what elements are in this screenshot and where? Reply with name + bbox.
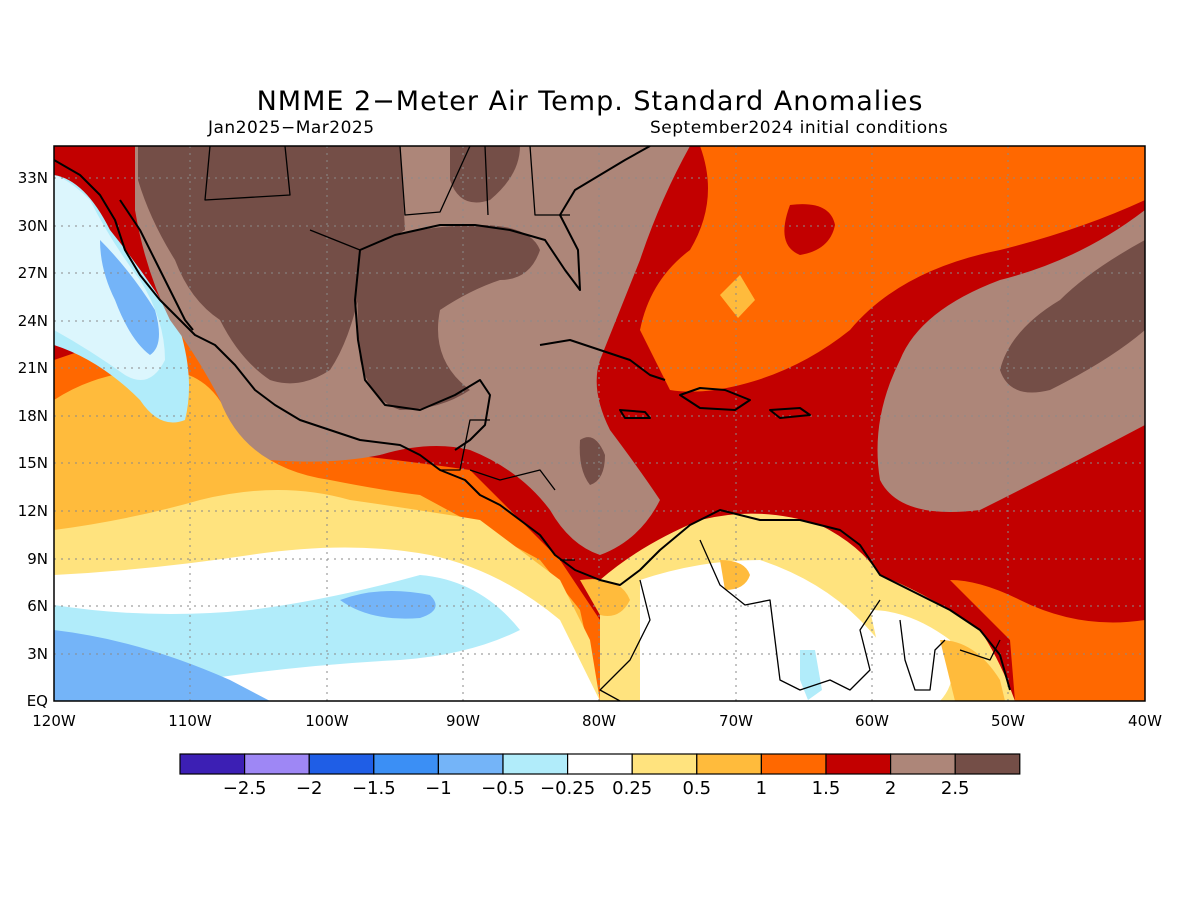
lon-tick: 100W xyxy=(305,712,349,730)
colorbar-label: −2 xyxy=(296,778,323,799)
lon-tick: 110W xyxy=(168,712,212,730)
lat-tick: 21N xyxy=(18,359,48,377)
colorbar-swatch xyxy=(179,753,246,775)
colorbar-swatch xyxy=(437,753,504,775)
colorbar-label: 2.5 xyxy=(941,778,970,799)
coastlines xyxy=(54,146,1011,701)
colorbar-label: 0.5 xyxy=(682,778,711,799)
colorbar-swatch xyxy=(889,753,956,775)
forecast-period: Jan2025−Mar2025 xyxy=(208,118,375,138)
colorbar: −2.5 −2 −1.5 −1 −0.5 −0.25 0.25 0.5 1 1.5 2 2.5 xyxy=(179,753,1021,799)
colorbar-swatch xyxy=(244,753,310,775)
map-frame xyxy=(53,145,1146,702)
colorbar-swatch xyxy=(631,753,698,775)
lat-tick: 24N xyxy=(18,312,48,330)
lat-tick: EQ xyxy=(27,692,48,710)
lon-tick: 60W xyxy=(855,712,889,730)
lon-tick: 120W xyxy=(32,712,76,730)
lat-tick: 30N xyxy=(18,217,48,235)
lon-tick: 80W xyxy=(582,712,616,730)
lat-tick: 12N xyxy=(18,502,48,520)
colorbar-label: −0.5 xyxy=(481,778,525,799)
colorbar-label: −1.5 xyxy=(352,778,396,799)
lon-tick: 90W xyxy=(446,712,480,730)
lon-axis: 120W 110W 100W 90W 80W 70W 60W 50W 40W xyxy=(32,712,1162,730)
colorbar-label: −0.25 xyxy=(540,778,595,799)
lon-tick: 40W xyxy=(1128,712,1162,730)
lat-tick: 27N xyxy=(18,264,48,282)
lat-axis: 33N 30N 27N 24N 21N 18N 15N 12N 9N 6N 3N… xyxy=(18,169,48,710)
lon-tick: 70W xyxy=(719,712,753,730)
colorbar-label: 2 xyxy=(885,778,896,799)
colorbar-swatch xyxy=(954,753,1021,775)
graticule xyxy=(54,146,1145,701)
lat-tick: 3N xyxy=(27,645,48,663)
colorbar-label: 0.25 xyxy=(612,778,652,799)
colorbar-swatch xyxy=(308,753,375,775)
lat-tick: 18N xyxy=(18,407,48,425)
map-title: NMME 2−Meter Air Temp. Standard Anomalie… xyxy=(256,86,924,117)
initial-conditions: September2024 initial conditions xyxy=(650,118,949,138)
colorbar-swatch xyxy=(502,753,569,775)
colorbar-label: 1.5 xyxy=(812,778,841,799)
colorbar-swatch xyxy=(373,753,439,775)
lat-tick: 15N xyxy=(18,454,48,472)
colorbar-label: 1 xyxy=(756,778,767,799)
colorbar-swatch xyxy=(825,753,892,775)
lon-tick: 50W xyxy=(991,712,1025,730)
anomaly-field xyxy=(54,146,1145,701)
lat-tick: 9N xyxy=(27,550,48,568)
colorbar-swatch xyxy=(760,753,827,775)
lat-tick: 6N xyxy=(27,597,48,615)
colorbar-label: −1 xyxy=(425,778,452,799)
colorbar-label: −2.5 xyxy=(223,778,267,799)
colorbar-swatch xyxy=(566,753,633,775)
lat-tick: 33N xyxy=(18,169,48,187)
colorbar-swatch xyxy=(696,753,762,775)
